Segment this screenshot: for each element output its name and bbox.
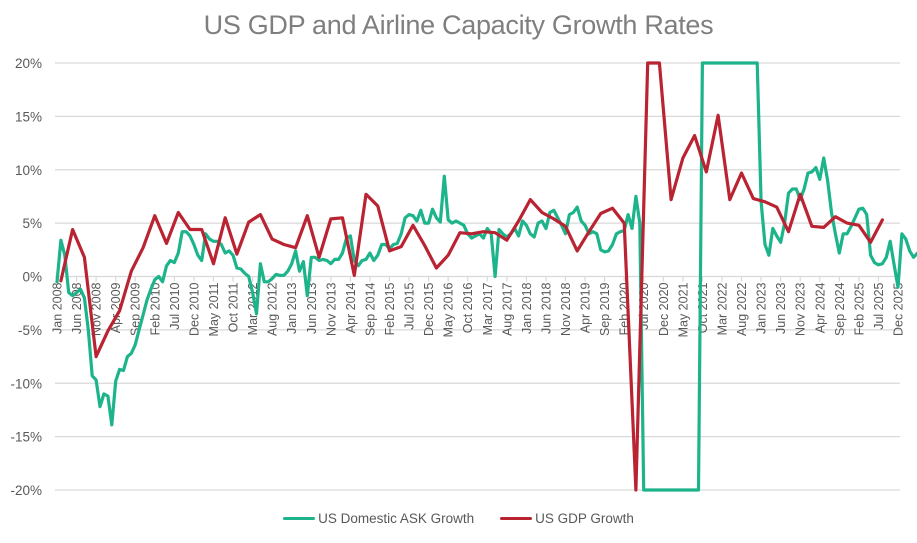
x-tick-label: Apr 2024 [813,282,827,333]
y-tick-label: 15% [15,109,42,124]
legend-swatch-ask [283,517,316,520]
legend-item-ask[interactable]: US Domestic ASK Growth [283,511,474,526]
x-tick-label: Jan 2008 [51,282,65,333]
x-tick-label: Aug 2017 [500,282,514,336]
x-tick-label: Mar 2022 [715,282,729,335]
x-tick-label: Apr 2014 [344,282,358,333]
x-tick-label: Dec 2015 [422,282,436,336]
x-tick-label: Jan 2023 [755,282,769,333]
x-tick-label: Sep 2014 [363,282,377,336]
chart-title: US GDP and Airline Capacity Growth Rates [203,10,714,40]
y-tick-label: 20% [15,56,42,71]
x-tick-label: Aug 2022 [735,282,749,336]
legend-label-gdp: US GDP Growth [535,511,634,526]
x-tick-label: Oct 2016 [461,282,475,333]
x-axis-ticks: Jan 2008 Jun 2008 Nov 2008 Apr 2009 Sep 2009… [51,276,906,337]
x-tick-label: Sep 2024 [833,282,847,336]
x-tick-label: Aug 2012 [266,282,280,336]
legend-swatch-gdp [500,517,533,520]
legend: US Domestic ASK Growth US GDP Growth [0,511,917,526]
x-tick-label: May 2016 [442,282,456,337]
x-tick-label: May 2021 [676,282,690,337]
x-tick-label: Dec 2010 [187,282,201,336]
x-tick-label: Jun 2018 [539,282,553,333]
x-tick-label: Feb 2025 [852,282,866,335]
y-tick-label: -5% [18,323,42,338]
x-tick-label: Dec 2025 [892,282,906,336]
x-tick-label: Jul 2015 [403,282,417,329]
x-tick-label: Jan 2013 [285,282,299,333]
x-tick-label: Feb 2010 [148,282,162,335]
x-tick-label: Sep 2009 [129,282,143,336]
y-tick-label: -20% [10,483,42,498]
legend-item-gdp[interactable]: US GDP Growth [500,511,634,526]
x-tick-label: Sep 2019 [598,282,612,336]
y-tick-label: -15% [10,430,42,445]
x-tick-label: Jun 2023 [774,282,788,333]
y-tick-label: 0% [22,270,42,285]
x-tick-label: Jan 2018 [520,282,534,333]
y-axis-ticks: 20% 15% 10% 5% 0% -5% -10% -15% -20% [10,56,42,498]
x-tick-label: Nov 2023 [794,282,808,336]
gridlines [55,62,900,491]
x-tick-label: Oct 2011 [227,282,241,332]
y-tick-label: -10% [10,376,42,391]
x-tick-label: Nov 2013 [324,282,338,336]
y-tick-label: 5% [22,216,42,231]
x-tick-label: Nov 2018 [559,282,573,336]
legend-label-ask: US Domestic ASK Growth [318,511,475,526]
x-tick-label: Apr 2019 [579,282,593,333]
x-tick-label: Jul 2025 [872,282,886,329]
x-tick-label: Jul 2010 [168,282,182,329]
x-tick-label: Dec 2020 [657,282,671,336]
x-tick-label: Mar 2017 [481,282,495,335]
x-tick-label: Oct 2021 [696,282,710,333]
x-tick-label: May 2011 [207,282,221,336]
series-lines [55,61,917,492]
y-tick-label: 10% [15,163,42,178]
x-tick-label: Feb 2015 [383,282,397,335]
gdp-growth-line [59,61,885,492]
